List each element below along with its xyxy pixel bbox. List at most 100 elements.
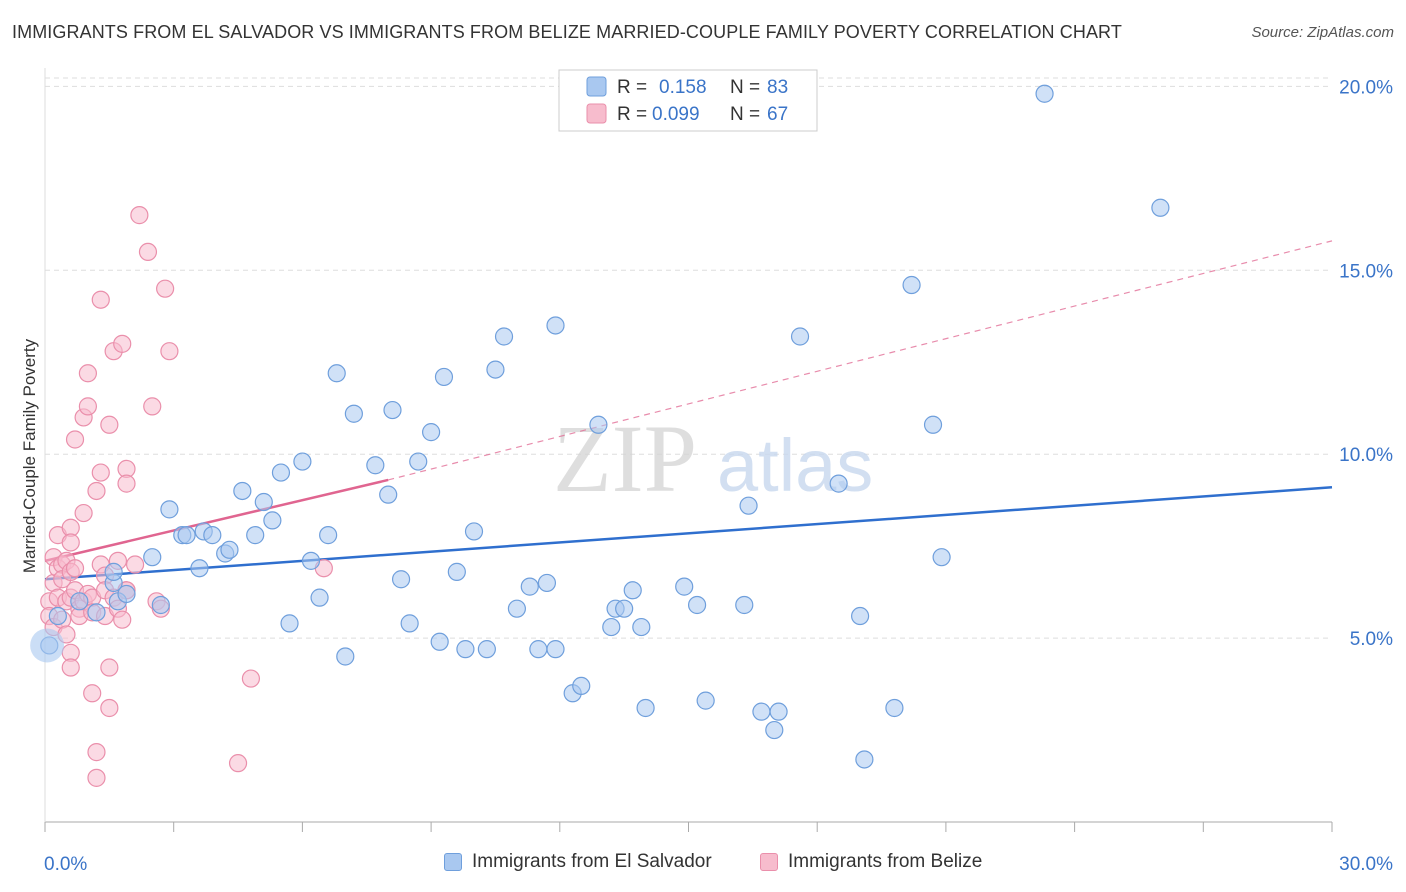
y-axis-label: Married-Couple Family Poverty xyxy=(20,338,39,573)
belize-point xyxy=(125,555,145,574)
belize-point xyxy=(65,559,85,578)
x-tick-label-max: 30.0% xyxy=(1339,854,1393,875)
el-salvador-point xyxy=(434,367,454,387)
belize-point xyxy=(130,206,149,225)
y-tick-label: 5.0% xyxy=(1350,629,1393,650)
el-salvador-point xyxy=(675,577,694,596)
el-salvador-point xyxy=(855,750,874,769)
el-salvador-point xyxy=(507,599,527,618)
el-salvador-point xyxy=(48,606,67,626)
el-salvador-point xyxy=(520,577,539,596)
belize-point xyxy=(113,610,132,629)
belize-point xyxy=(87,743,106,762)
el-salvador-point xyxy=(632,617,651,637)
legend-swatch-el-salvador xyxy=(586,76,607,97)
el-salvador-point xyxy=(752,702,771,721)
el-salvador-point xyxy=(623,581,642,600)
el-salvador-point xyxy=(160,500,179,519)
el-salvador-point xyxy=(1151,198,1170,217)
el-salvador-point xyxy=(735,595,754,615)
el-salvador-point xyxy=(87,603,106,622)
el-salvador-point xyxy=(203,526,222,545)
legend-swatch-belize xyxy=(586,103,607,124)
el-salvador-point xyxy=(190,559,209,578)
el-salvador-point xyxy=(70,592,89,611)
el-salvador-point xyxy=(529,640,548,659)
el-salvador-point xyxy=(687,595,707,615)
legend-r-label-0: R = xyxy=(617,77,647,98)
belize-point xyxy=(138,242,158,262)
belize-point xyxy=(160,342,179,361)
el-salvador-point xyxy=(546,640,565,659)
watermark-atlas: atlas xyxy=(717,424,873,507)
el-salvador-point xyxy=(537,573,557,593)
belize-point xyxy=(65,430,85,449)
el-salvador-point xyxy=(464,522,484,541)
el-salvador-point xyxy=(546,316,565,335)
belize-point xyxy=(100,415,119,434)
el-salvador-point xyxy=(336,647,355,666)
el-salvador-point xyxy=(177,526,196,545)
el-salvador-point xyxy=(319,526,338,545)
el-salvador-point xyxy=(932,548,951,567)
y-tick-label: 20.0% xyxy=(1339,77,1393,98)
el-salvador-point xyxy=(301,551,321,570)
belize-point xyxy=(61,533,80,552)
el-salvador-point xyxy=(271,463,291,482)
el-salvador-point xyxy=(409,452,428,471)
legend-n-label-1: N = xyxy=(730,104,760,125)
bottom-legend: Immigrants from El Salvador Immigrants f… xyxy=(0,851,1406,877)
legend-label-belize: Immigrants from Belize xyxy=(788,851,983,872)
chart-title: IMMIGRANTS FROM EL SALVADOR VS IMMIGRANT… xyxy=(12,22,1122,42)
el-salvador-point xyxy=(615,599,634,618)
belize-point xyxy=(228,754,248,773)
trend-line-el-salvador xyxy=(44,486,1333,581)
el-salvador-point xyxy=(246,526,265,545)
trend-line-belize xyxy=(44,478,389,563)
el-salvador-point xyxy=(366,456,385,475)
legend-item-belize: Immigrants from Belize xyxy=(760,851,982,873)
y-tick-label: 10.0% xyxy=(1339,445,1393,466)
el-salvador-point xyxy=(494,327,514,346)
el-salvador-point xyxy=(422,423,441,442)
watermark-zip: ZIP xyxy=(553,405,697,512)
el-salvador-cluster-point xyxy=(30,628,65,663)
belize-point xyxy=(100,658,119,677)
el-salvador-point xyxy=(456,640,475,659)
el-salvador-point xyxy=(143,548,162,567)
el-salvador-point xyxy=(280,614,299,633)
legend-n-value-1: 67 xyxy=(767,104,788,125)
el-salvador-point xyxy=(379,485,398,504)
belize-point xyxy=(83,684,102,703)
el-salvador-point xyxy=(310,588,329,607)
legend-swatch xyxy=(760,853,778,871)
tick-labels: 5.0% 10.0% 15.0% 20.0% 0.0% 30.0% xyxy=(44,77,1393,875)
legend-r-label-1: R = xyxy=(617,104,647,125)
belize-point xyxy=(78,397,98,416)
belize-point xyxy=(61,658,80,677)
belize-point xyxy=(87,481,106,501)
el-salvador-point xyxy=(117,584,136,604)
el-salvador-point xyxy=(885,698,904,718)
el-salvador-point xyxy=(383,400,402,420)
belize-point xyxy=(87,768,106,787)
trend-lines xyxy=(44,240,1333,581)
el-salvador-point xyxy=(636,698,655,718)
el-salvador-point xyxy=(696,691,715,710)
series-belize-points xyxy=(40,206,333,787)
x-tick-label-min: 0.0% xyxy=(44,854,87,875)
el-salvador-point xyxy=(344,404,363,423)
el-salvador-point xyxy=(829,474,848,493)
el-salvador-point xyxy=(1035,84,1054,103)
legend-box: R = 0.158 N = 83 R = 0.099 N = 67 xyxy=(558,69,818,132)
legend-r-value-1: 0.099 xyxy=(652,104,700,125)
belize-point xyxy=(113,334,132,353)
el-salvador-point xyxy=(400,614,419,633)
belize-point xyxy=(156,279,175,298)
gridlines xyxy=(45,77,1332,639)
el-salvador-point xyxy=(477,640,496,659)
el-salvador-point xyxy=(602,617,621,637)
trend-line-belize-extension xyxy=(388,240,1333,481)
series-el-salvador-points xyxy=(30,84,1170,769)
